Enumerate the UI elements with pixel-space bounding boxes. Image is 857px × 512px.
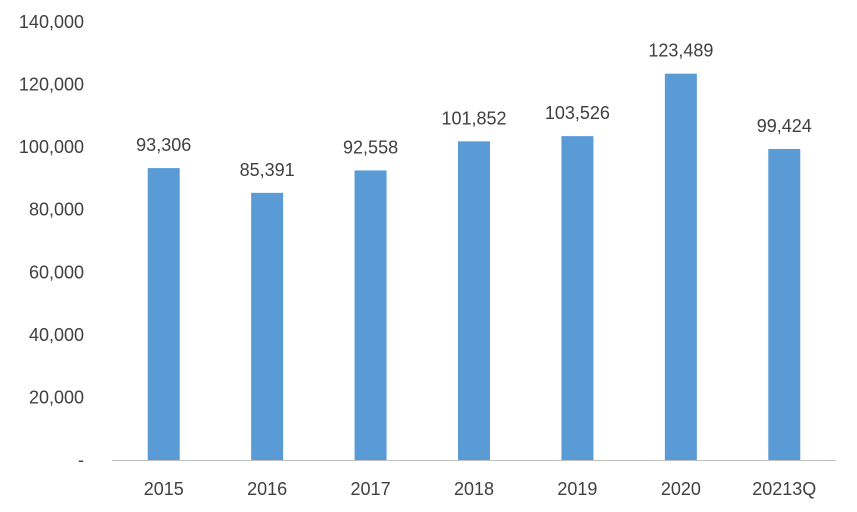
data-label: 92,558 [343, 137, 398, 157]
data-label: 101,852 [441, 108, 506, 128]
x-tick-label: 2019 [557, 479, 597, 499]
y-tick-label: 20,000 [29, 387, 84, 407]
y-tick-label: 40,000 [29, 325, 84, 345]
y-tick-label: - [78, 450, 84, 470]
bar-2019 [561, 136, 594, 460]
bar-2017 [354, 170, 387, 460]
data-label: 85,391 [240, 160, 295, 180]
y-axis-labels: - 20,000 40,000 60,000 80,000 100,000 120,000 1… [19, 12, 84, 470]
y-tick-label: 80,000 [29, 200, 84, 220]
x-axis-labels: 2015 2016 2017 2018 2019 2020 20213Q [144, 479, 817, 499]
bar-2020 [664, 73, 697, 460]
x-tick-label: 2017 [351, 479, 391, 499]
x-tick-label: 20213Q [752, 479, 816, 499]
bars [147, 73, 801, 461]
data-label: 93,306 [136, 135, 191, 155]
bar-2018 [458, 141, 490, 460]
y-tick-label: 60,000 [29, 262, 84, 282]
x-tick-label: 2015 [144, 479, 184, 499]
x-tick-label: 2018 [454, 479, 494, 499]
bar-2015 [147, 168, 180, 460]
bar-20213Q [768, 148, 801, 460]
data-label: 99,424 [757, 116, 812, 136]
data-label: 103,526 [545, 103, 610, 123]
x-tick-label: 2020 [661, 479, 701, 499]
y-tick-label: 100,000 [19, 137, 84, 157]
x-tick-label: 2016 [247, 479, 287, 499]
y-tick-label: 140,000 [19, 12, 84, 32]
bar-2016 [251, 192, 284, 461]
y-tick-label: 120,000 [19, 75, 84, 95]
data-labels: 93,306 85,391 92,558 101,852 103,526 123,489 9… [136, 41, 812, 180]
data-label: 123,489 [648, 41, 713, 61]
